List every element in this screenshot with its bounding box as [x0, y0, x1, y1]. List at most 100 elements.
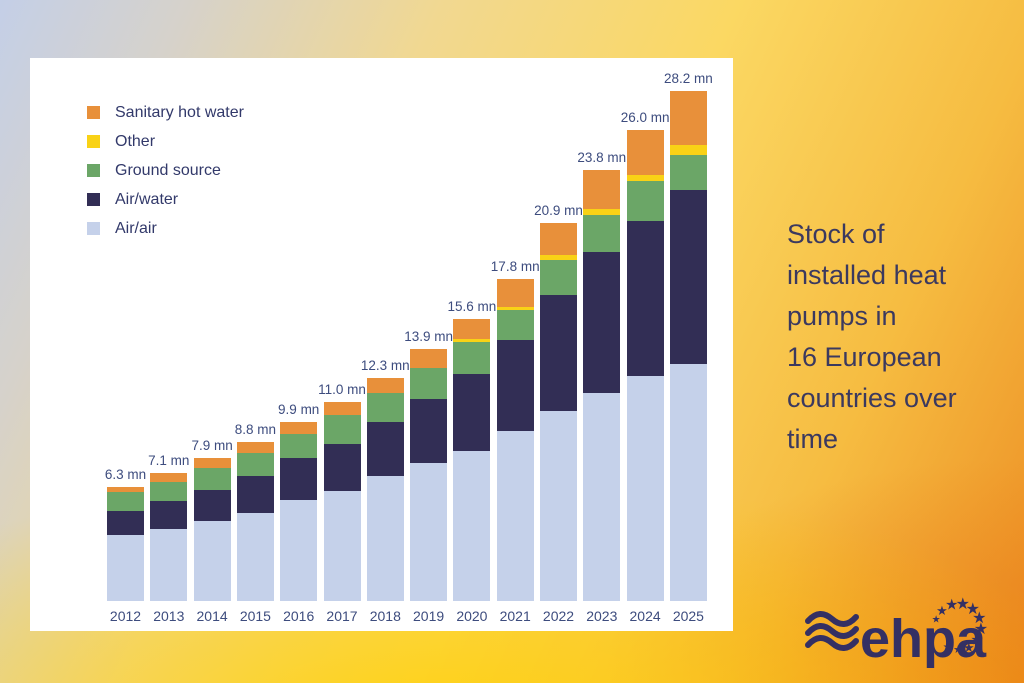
legend-swatch-sanitary-hot-water — [87, 106, 100, 119]
ehpa-logo: ehpa ★ ★ ★ ★ ★ ★ ★ ★ ★ ★ ★ — [800, 588, 1005, 680]
bar-segment-ground-source — [669, 154, 707, 191]
bar-segment-sanitary-hot-water — [540, 222, 577, 255]
bar-segment-other — [540, 254, 577, 260]
star-icon: ★ — [966, 601, 980, 618]
x-tick-label: 2024 — [629, 608, 661, 624]
bar-2022: 20.9 mn 2022 — [534, 203, 583, 624]
bar-segment-ground-source — [236, 452, 274, 476]
bar-segment-air-air — [280, 499, 318, 601]
bar-segment-ground-source — [453, 342, 491, 374]
eu-stars-icon: ★★★★★★★★★★★ — [932, 596, 988, 656]
bar-total-label: 26.0 mn — [620, 110, 670, 126]
bar-segment-ground-source — [366, 392, 404, 422]
star-icon: ★ — [936, 603, 948, 618]
bar-2023: 23.8 mn 2023 — [577, 150, 626, 624]
bar-segment-air-air — [496, 430, 534, 601]
bar-segment-ground-source — [107, 492, 144, 511]
bar-segment-air-air — [540, 410, 577, 601]
chart-legend: Sanitary hot water Other Ground source Air/… — [87, 98, 244, 243]
bar-segment-ground-source — [496, 309, 534, 341]
legend-label: Air/water — [115, 190, 179, 208]
caption-text: Stock of installed heat pumps in 16 Euro… — [787, 219, 957, 454]
bar-segment-air-air — [107, 534, 144, 601]
bar-segment-air-air — [193, 520, 231, 601]
bar-segment-air-air — [626, 375, 664, 601]
chart-card: Sanitary hot water Other Ground source Air/… — [30, 58, 733, 631]
bar-segment-air-water — [366, 421, 404, 477]
bar-segment-air-water — [583, 251, 621, 393]
bar-2020: 15.6 mn 2020 — [448, 299, 497, 624]
x-tick-label: 2021 — [499, 608, 531, 624]
bar-segment-other — [583, 208, 621, 215]
legend-label: Air/air — [115, 219, 157, 237]
bar-segment-ground-source — [150, 481, 188, 501]
bar-2013: 7.1 mn 2013 — [148, 453, 189, 624]
bar-2014: 7.9 mn 2014 — [191, 438, 232, 624]
x-tick-label: 2014 — [196, 608, 228, 624]
waves-icon — [805, 611, 859, 651]
bar-2017: 11.0 mn 2017 — [318, 382, 366, 624]
legend-swatch-ground-source — [87, 164, 100, 177]
bar-segment-air-water — [626, 220, 664, 376]
x-tick-label: 2017 — [326, 608, 358, 624]
x-tick-label: 2013 — [153, 608, 185, 624]
bar-segment-ground-source — [323, 415, 361, 444]
bar-segment-sanitary-hot-water — [453, 318, 491, 340]
bar-2016: 9.9 mn 2016 — [278, 402, 319, 624]
star-icon: ★ — [943, 642, 952, 653]
bar-total-label: 17.8 mn — [490, 258, 540, 274]
bar-segment-air-air — [150, 529, 188, 601]
legend-item-other: Other — [87, 127, 244, 156]
legend-swatch-air-water — [87, 193, 100, 206]
bar-2025: 28.2 mn 2025 — [664, 71, 713, 624]
x-tick-label: 2015 — [239, 608, 271, 624]
bar-segment-sanitary-hot-water — [193, 458, 231, 468]
star-icon: ★ — [956, 596, 970, 613]
bar-segment-ground-source — [280, 433, 318, 459]
x-tick-label: 2016 — [283, 608, 315, 624]
ehpa-logo-svg: ehpa ★★★★★★★★★★★ — [805, 596, 988, 669]
x-tick-label: 2019 — [413, 608, 445, 624]
bar-segment-sanitary-hot-water — [366, 378, 404, 393]
bar-segment-air-water — [323, 443, 361, 491]
star-icon: ★ — [953, 644, 963, 656]
bar-segment-air-water — [236, 475, 274, 514]
legend-swatch-air-air — [87, 222, 100, 235]
x-tick-label: 2012 — [109, 608, 142, 624]
bar-segment-sanitary-hot-water — [280, 421, 318, 434]
bar-total-label: 11.0 mn — [318, 381, 366, 397]
bar-segment-air-water — [107, 510, 144, 535]
bar-segment-air-air — [669, 363, 707, 601]
bar-2015: 8.8 mn 2015 — [235, 422, 276, 624]
bar-segment-sanitary-hot-water — [626, 130, 664, 176]
bar-segment-ground-source — [626, 181, 664, 221]
bar-segment-sanitary-hot-water — [323, 401, 361, 416]
bar-total-label: 9.9 mn — [278, 401, 320, 417]
bar-total-label: 12.3 mn — [360, 358, 410, 374]
bar-segment-ground-source — [410, 367, 448, 400]
bar-segment-ground-source — [540, 259, 577, 296]
bar-segment-air-air — [236, 513, 274, 601]
bar-total-label: 13.9 mn — [404, 329, 453, 345]
bar-segment-air-water — [453, 373, 491, 451]
bar-segment-sanitary-hot-water — [410, 349, 448, 368]
bar-segment-sanitary-hot-water — [583, 170, 621, 209]
star-icon: ★ — [932, 614, 941, 625]
bar-segment-air-water — [193, 490, 231, 521]
star-icon: ★ — [945, 596, 958, 613]
bar-segment-sanitary-hot-water — [669, 90, 707, 145]
bar-segment-ground-source — [583, 214, 621, 252]
bar-segment-air-water — [150, 500, 188, 530]
legend-item-air-water: Air/water — [87, 185, 244, 214]
legend-item-air-air: Air/air — [87, 214, 244, 243]
bar-2024: 26.0 mn 2024 — [621, 110, 670, 624]
x-tick-label: 2025 — [672, 608, 704, 624]
legend-item-sanitary-hot-water: Sanitary hot water — [87, 98, 244, 127]
star-icon: ★ — [963, 640, 975, 655]
bar-total-label: 15.6 mn — [447, 298, 497, 314]
star-icon: ★ — [974, 621, 988, 638]
legend-label: Sanitary hot water — [115, 103, 244, 121]
bar-2018: 12.3 mn 2018 — [361, 358, 410, 624]
bar-segment-air-air — [453, 450, 491, 601]
